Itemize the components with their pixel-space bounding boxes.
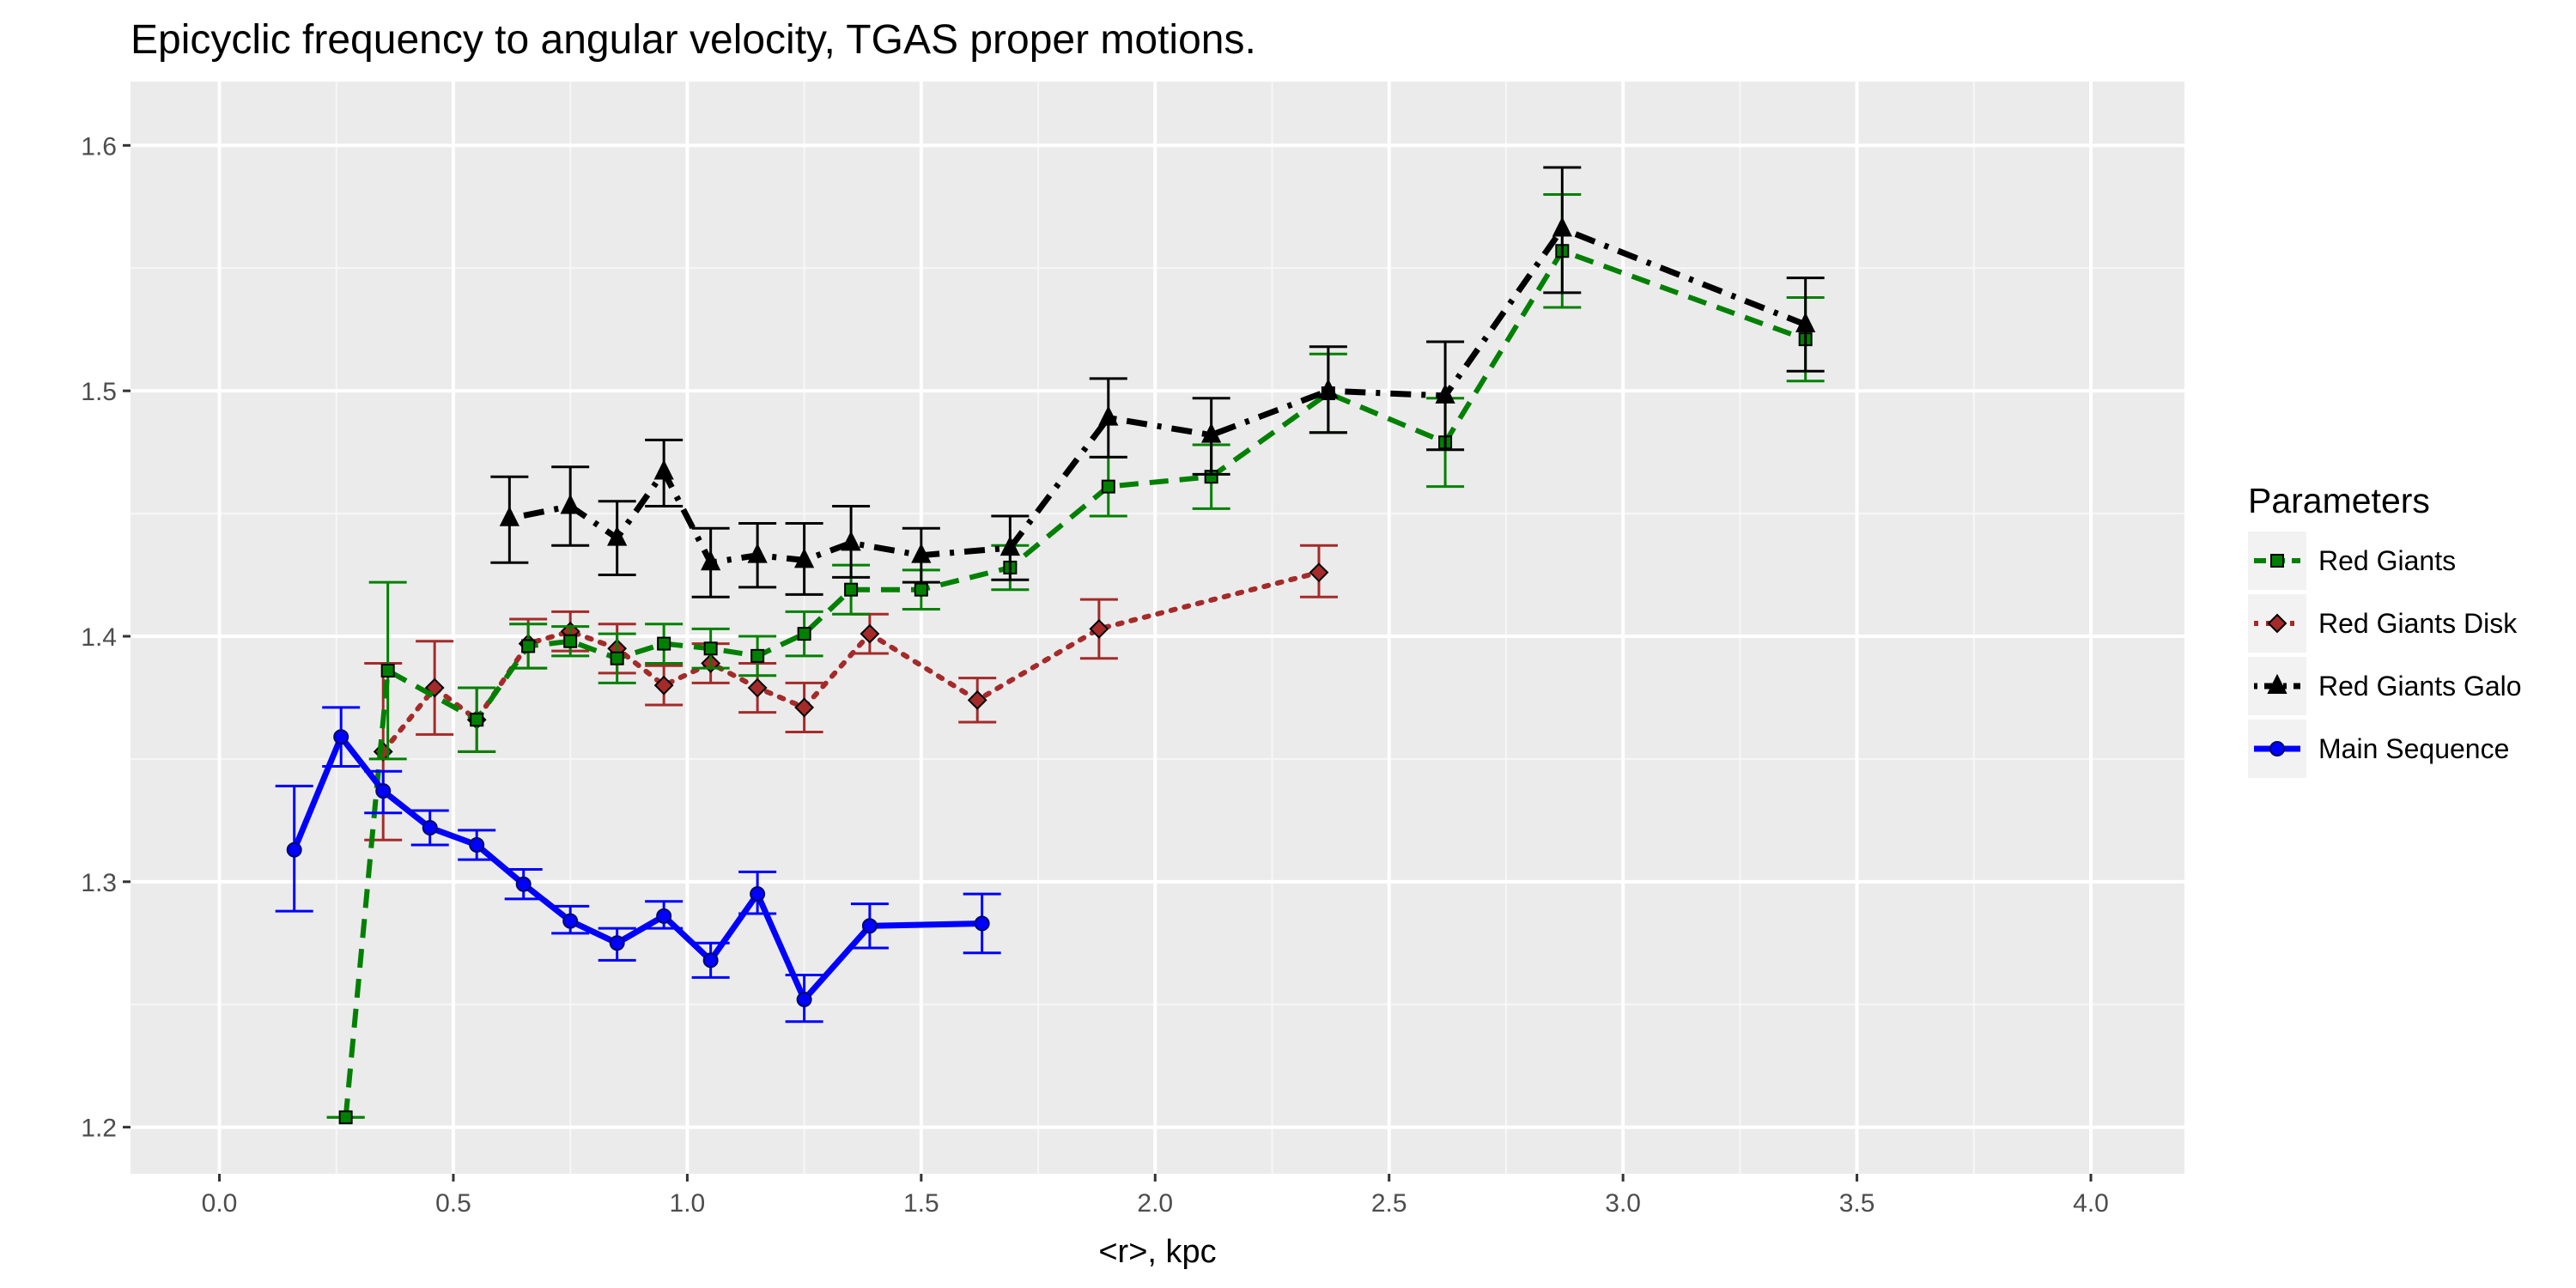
data-point (1201, 422, 1222, 443)
y-tick-label: 1.2 (81, 1115, 117, 1143)
data-point (747, 677, 768, 698)
data-point (999, 535, 1020, 556)
series-line (291, 733, 982, 1003)
data-point (333, 729, 349, 745)
legend-title: Parameters (2248, 481, 2430, 520)
data-point (375, 783, 392, 799)
y-tick-label: 1.5 (81, 378, 117, 406)
y-tick-label: 1.4 (81, 623, 117, 652)
x-axis-title: <r>, kpc (1098, 1234, 1216, 1270)
data-point (747, 543, 768, 563)
data-point (1089, 619, 1109, 639)
x-tick-label: 1.5 (903, 1189, 939, 1218)
x-tick-label: 3.0 (1605, 1189, 1641, 1218)
data-point (1795, 312, 1816, 332)
y-tick-label: 1.6 (81, 132, 117, 161)
data-point (703, 641, 718, 656)
legend-key-marker (2267, 673, 2287, 694)
data-point (1098, 405, 1119, 426)
data-point (967, 690, 987, 710)
data-point (797, 627, 811, 641)
x-tick-label: 0.5 (435, 1189, 471, 1218)
data-point (1435, 383, 1455, 404)
data-point (1309, 562, 1329, 583)
data-point (515, 876, 532, 892)
data-point (1552, 216, 1572, 237)
data-point (422, 819, 438, 835)
legend-item: Red Giants Disk (2248, 594, 2518, 653)
data-point (560, 494, 580, 514)
series-3 (275, 706, 1001, 1024)
legend-label: Red Giants Disk (2318, 608, 2518, 639)
y-axis: 1.2 1.3 1.4 1.5 1.6 (81, 132, 131, 1143)
x-tick-label: 4.0 (2073, 1189, 2109, 1218)
x-tick-label: 1.0 (670, 1189, 706, 1218)
data-point (469, 836, 485, 853)
data-point (521, 639, 536, 653)
data-point (657, 636, 671, 651)
legend-item: Red Giants (2248, 532, 2456, 590)
x-tick-label: 3.5 (1839, 1189, 1875, 1218)
data-point (656, 908, 672, 924)
data-point (470, 713, 484, 727)
legend-key-marker (2267, 613, 2287, 634)
x-axis: 0.0 0.5 1.0 1.5 2.0 2.5 3.0 3.5 4.0 (202, 1174, 2109, 1218)
data-point (702, 952, 719, 969)
series-line (508, 226, 1807, 566)
data-point (607, 526, 628, 546)
data-point (653, 675, 674, 696)
data-point (499, 506, 519, 526)
data-point (796, 992, 812, 1008)
data-point (750, 648, 765, 663)
data-point (914, 582, 928, 597)
legend-key-marker (2269, 741, 2285, 756)
data-point (609, 935, 625, 951)
data-point (794, 548, 815, 568)
data-point (750, 886, 766, 902)
x-tick-label: 0.0 (202, 1189, 238, 1218)
data-point (911, 543, 932, 563)
data-point (974, 915, 990, 932)
data-point (701, 550, 721, 571)
x-tick-label: 2.5 (1371, 1189, 1407, 1218)
data-point (861, 918, 878, 934)
data-point (380, 664, 395, 678)
data-point (794, 697, 815, 718)
grid-major (131, 82, 2184, 1174)
data-point (841, 531, 861, 551)
y-tick-label: 1.3 (81, 869, 117, 897)
data-point (653, 459, 674, 480)
data-point (562, 913, 579, 929)
legend-label: Main Sequence (2318, 733, 2509, 764)
grid-minor (131, 82, 2184, 1174)
data-point (610, 651, 624, 665)
legend-label: Red Giants (2318, 545, 2456, 576)
data-point (563, 634, 578, 648)
plot-panel (131, 82, 2184, 1174)
legend-item: Main Sequence (2248, 720, 2509, 778)
x-tick-label: 2.0 (1137, 1189, 1173, 1218)
data-point (286, 841, 302, 858)
data-point (844, 582, 859, 597)
data-point (860, 623, 880, 644)
legend-items: Red Giants Red Giants Disk Red Giants Galo… (2248, 532, 2522, 778)
series-2 (490, 166, 1825, 598)
legend-label: Red Giants Galo (2318, 671, 2522, 702)
chart-title: Epicyclic frequency to angular velocity,… (131, 17, 1256, 63)
data-point (1318, 378, 1339, 399)
series-layer (275, 166, 1825, 1125)
data-point (338, 1110, 353, 1125)
legend-item: Red Giants Galo (2248, 657, 2522, 715)
legend-key-marker (2270, 554, 2284, 568)
data-point (1101, 479, 1115, 494)
series-line (380, 569, 1321, 755)
